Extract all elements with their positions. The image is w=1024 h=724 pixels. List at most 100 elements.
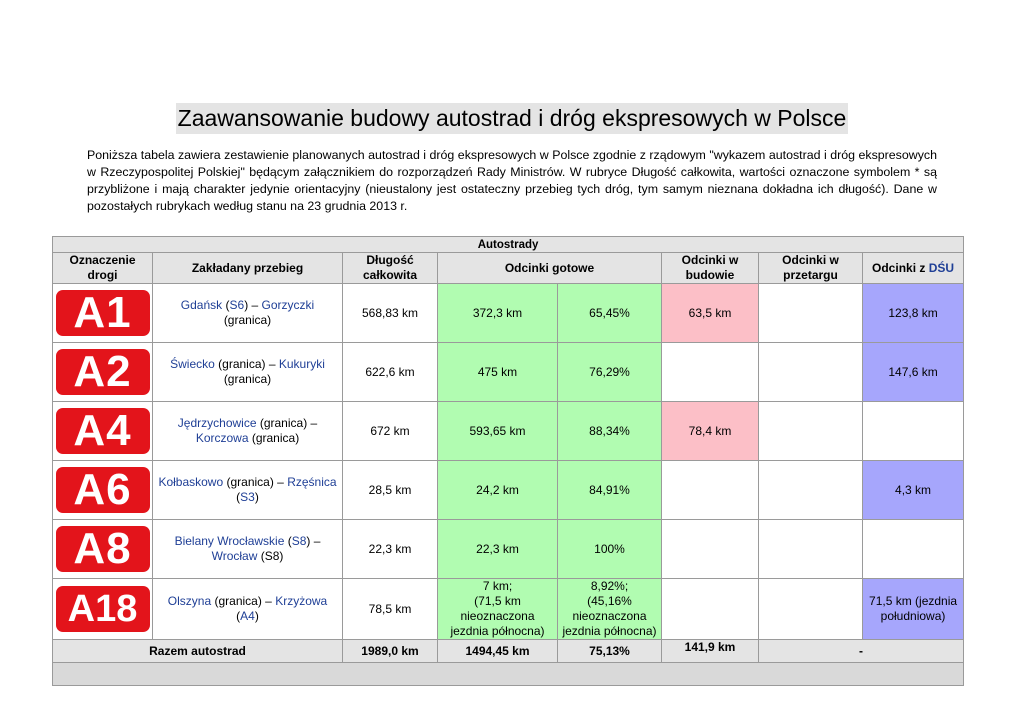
route-text: (granica) – <box>256 416 318 430</box>
road-sign-cell: A8 <box>52 519 153 579</box>
length-cell: 22,3 km <box>342 519 438 579</box>
place-link[interactable]: Bielany Wrocławskie <box>174 534 285 548</box>
route-text: (S8) <box>257 549 284 563</box>
table-row: A6 Kołbaskowo (granica) – Rzęśnica (S3) 28… <box>52 460 965 520</box>
total-row: Razem autostrad 1989,0 km 1494,45 km 75,13%… <box>52 639 965 663</box>
route-text: ( <box>236 609 241 623</box>
route-cell: Gdańsk (S6) – Gorzyczki (granica) <box>152 283 343 343</box>
road-sign-cell: A18 <box>52 578 153 640</box>
title-wrapper: Zaawansowanie budowy autostrad i dróg ek… <box>0 103 1024 134</box>
header-route: Zakładany przebieg <box>152 252 343 284</box>
completed-pct-cell: 76,29% <box>557 342 662 402</box>
route-text: ( <box>236 490 241 504</box>
length-cell: 78,5 km <box>342 578 438 640</box>
route-cell: Olszyna (granica) – Krzyżowa (A4) <box>152 578 343 640</box>
total-completed-km: 1494,45 km <box>437 639 558 663</box>
length-cell: 28,5 km <box>342 460 438 520</box>
place-link[interactable]: Kukuryki <box>278 357 325 371</box>
completed-km-cell: 593,65 km <box>437 401 558 461</box>
place-link[interactable]: Korczowa <box>195 431 249 445</box>
place-link[interactable]: A4 <box>240 609 255 623</box>
completed-pct-cell: 100% <box>557 519 662 579</box>
road-sign[interactable]: A18 <box>55 586 150 632</box>
under-construction-cell: 78,4 km <box>661 401 759 461</box>
road-sign[interactable]: A2 <box>55 349 150 395</box>
route-text: (granica) <box>223 313 272 327</box>
place-link[interactable]: Gdańsk <box>180 298 223 312</box>
column-header-row: Oznaczenie drogi Zakładany przebieg Dług… <box>52 252 965 284</box>
total-completed-pct: 75,13% <box>557 639 662 663</box>
completed-km-cell: 24,2 km <box>437 460 558 520</box>
place-link[interactable]: S6 <box>229 298 245 312</box>
completed-km-cell: 7 km; (71,5 km nieoznaczona jezdnia półn… <box>437 578 558 640</box>
under-construction-cell <box>661 460 759 520</box>
header-completed: Odcinki gotowe <box>437 252 662 284</box>
place-link[interactable]: S8 <box>291 534 307 548</box>
footer-cell <box>51 662 965 686</box>
completed-km-cell: 372,3 km <box>437 283 558 343</box>
route-text: (granica) <box>223 372 272 386</box>
total-label: Razem autostrad <box>52 639 343 663</box>
length-cell: 568,83 km <box>342 283 438 343</box>
header-designation: Oznaczenie drogi <box>52 252 153 284</box>
place-link[interactable]: Świecko <box>170 357 215 371</box>
under-construction-cell <box>661 578 759 640</box>
dsu-cell: 4,3 km <box>861 460 965 520</box>
section-header-row: Autostrady <box>51 236 965 253</box>
route-text: ) – <box>244 298 262 312</box>
intro-paragraph: Poniższa tabela zawiera zestawienie plan… <box>87 148 937 213</box>
under-construction-cell <box>661 342 759 402</box>
place-link[interactable]: S3 <box>240 490 255 504</box>
completed-pct-cell: 84,91% <box>557 460 662 520</box>
place-link[interactable]: Rzęśnica <box>287 475 337 489</box>
place-link[interactable]: Wrocław <box>211 549 258 563</box>
route-cell: Jędrzychowice (granica) – Korczowa (gran… <box>152 401 343 461</box>
route-text: ) <box>254 609 259 623</box>
road-sign[interactable]: A1 <box>55 290 150 336</box>
place-link[interactable]: Jędrzychowice <box>177 416 257 430</box>
motorways-table: Autostrady Oznaczenie drogi Zakładany pr… <box>51 236 965 686</box>
route-text: (granica) – <box>223 475 288 489</box>
table-row: A18 Olszyna (granica) – Krzyżowa (A4) 78,5… <box>52 578 965 640</box>
completed-km-cell: 475 km <box>437 342 558 402</box>
dsu-cell: 71,5 km (jezdnia południowa) <box>861 578 965 640</box>
table-row: A1 Gdańsk (S6) – Gorzyczki (granica) 568,8… <box>52 283 965 343</box>
route-text: (granica) – <box>211 594 276 608</box>
table-row: A8 Bielany Wrocławskie (S8) – Wrocław (S8… <box>52 519 965 579</box>
header-length: Długość całkowita <box>342 252 438 284</box>
route-cell: Kołbaskowo (granica) – Rzęśnica (S3) <box>152 460 343 520</box>
route-text: (granica) – <box>214 357 279 371</box>
total-length: 1989,0 km <box>342 639 438 663</box>
tender-cell <box>758 401 863 461</box>
page-title: Zaawansowanie budowy autostrad i dróg ek… <box>175 103 849 134</box>
tender-cell <box>758 283 863 343</box>
place-link[interactable]: Krzyżowa <box>275 594 328 608</box>
length-cell: 672 km <box>342 401 438 461</box>
length-cell: 622,6 km <box>342 342 438 402</box>
under-construction-cell: 63,5 km <box>661 283 759 343</box>
completed-pct-cell: 65,45% <box>557 283 662 343</box>
place-link[interactable]: Kołbaskowo <box>158 475 224 489</box>
route-text: ( <box>222 298 230 312</box>
total-tender-dsu: - <box>757 639 965 663</box>
header-dsu-link[interactable]: DŚU <box>928 260 955 275</box>
road-sign-cell: A4 <box>52 401 153 461</box>
road-sign[interactable]: A6 <box>55 467 150 513</box>
table-row: A4 Jędrzychowice (granica) – Korczowa (gr… <box>52 401 965 461</box>
tender-cell <box>758 578 863 640</box>
road-sign-cell: A2 <box>52 342 153 402</box>
tender-cell <box>758 342 863 402</box>
dsu-cell <box>861 519 965 579</box>
completed-pct-cell: 88,34% <box>557 401 662 461</box>
place-link[interactable]: Gorzyczki <box>261 298 315 312</box>
total-under-construction: 141,9 km <box>661 639 759 663</box>
header-dsu-prefix: Odcinki z <box>872 260 929 275</box>
section-title: Autostrady <box>51 236 965 253</box>
table-row: A2 Świecko (granica) – Kukuryki (granica)… <box>52 342 965 402</box>
road-sign-cell: A6 <box>52 460 153 520</box>
road-sign[interactable]: A8 <box>55 526 150 572</box>
dsu-cell: 147,6 km <box>861 342 965 402</box>
tender-cell <box>758 460 863 520</box>
place-link[interactable]: Olszyna <box>167 594 212 608</box>
road-sign[interactable]: A4 <box>55 408 150 454</box>
